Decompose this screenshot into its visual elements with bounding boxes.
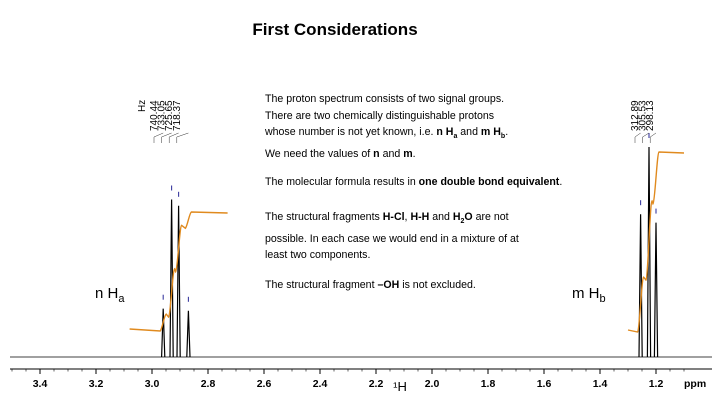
integral-curves (129, 151, 685, 333)
paragraph-line: possible. In each case we would end in a… (265, 231, 565, 248)
text-run: and (429, 211, 453, 223)
text-run: The structural fragment (265, 279, 378, 291)
text-run: . (505, 126, 509, 138)
spectrum-peak (653, 222, 659, 358)
text-run: is not excluded. (399, 279, 476, 291)
text-run: O (464, 211, 473, 223)
x-tick-label: 1.4 (593, 378, 608, 390)
label-m-hb-main: m H (572, 285, 600, 302)
paragraph-3: The structural fragments H-Cl, H-H and H… (265, 209, 565, 264)
peak-label-hz: 298.13 (645, 100, 656, 131)
text-run: H-H (410, 211, 430, 223)
spectrum-peak (176, 205, 181, 358)
text-run: whose number is not yet known, i.e. (265, 126, 437, 138)
text-run: n (373, 147, 380, 160)
paragraph-line: least two components. (265, 247, 565, 264)
text-run: b (500, 133, 506, 141)
text-run: . (559, 176, 563, 188)
paragraph-2: The molecular formula results in one dou… (265, 174, 565, 191)
paragraph-4: The structural fragment –OH is not exclu… (265, 277, 565, 294)
text-run: The structural fragments (265, 211, 383, 223)
peak-label-hz: 718.37 (172, 100, 183, 131)
text-run: . (412, 147, 416, 160)
text-run: are not (472, 211, 509, 223)
text-run: 2 (460, 218, 465, 226)
peak-label-leader (168, 132, 179, 143)
text-run: We need the values of (265, 147, 374, 160)
x-tick-label: 2.4 (313, 378, 328, 390)
x-tick-label: 3.4 (33, 378, 48, 390)
text-run: and (379, 147, 404, 160)
text-run: possible. In each case we would end in a… (265, 232, 519, 245)
peak-label-hz: 312.89 (630, 100, 641, 131)
text-run: , (404, 211, 411, 223)
label-m-hb: m Hb (572, 285, 606, 305)
paragraph-line: The molecular formula results in one dou… (265, 174, 565, 191)
text-run: m (403, 147, 413, 160)
text-run: –OH (377, 279, 400, 291)
peak-label-leader (153, 132, 164, 143)
x-tick-label: 2.6 (257, 378, 272, 390)
paragraph-line: The structural fragment –OH is not exclu… (265, 277, 565, 294)
text-run: The molecular formula results in (265, 176, 419, 188)
paragraph-line: The structural fragments H-Cl, H-H and H… (265, 209, 565, 231)
peak-label-leader (642, 132, 650, 143)
slide-title: First Considerations (252, 20, 418, 39)
spectrum-trace (10, 133, 712, 358)
peak-label-leader (176, 132, 189, 143)
x-axis-label: ¹H (393, 379, 407, 394)
peak-label-hz: 725.65 (164, 100, 175, 131)
text-run: and (457, 126, 481, 138)
peak-label-leader (649, 132, 657, 143)
text-run: H (452, 211, 461, 223)
x-tick-label: 3.0 (145, 378, 160, 390)
integral-curve (627, 151, 685, 333)
integral-curve (129, 211, 228, 332)
peak-label-leader (634, 132, 641, 143)
paragraph-line: whose number is not yet known, i.e. n Ha… (265, 124, 565, 146)
text-run: The proton spectrum consists of two sign… (265, 93, 505, 105)
label-n-ha-main: n H (95, 285, 119, 302)
spectrum-peak (186, 310, 191, 358)
label-m-hb-sub: b (599, 293, 606, 305)
peak-label-hz: 305.53 (638, 100, 649, 131)
text-run: H-Cl (382, 211, 405, 223)
x-tick-label: 1.6 (537, 378, 552, 390)
label-n-ha: n Ha (95, 285, 124, 305)
spectrum-peak (161, 308, 166, 358)
x-tick-label: 1.8 (481, 378, 496, 390)
x-tick-label: 2.0 (425, 378, 440, 390)
x-tick-label: 2.2 (369, 378, 384, 390)
peak-label-leader (161, 132, 172, 143)
x-tick-label: 2.8 (201, 378, 216, 390)
paragraph-line: We need the values of n and m. (265, 146, 565, 163)
spectrum-peak (646, 146, 652, 358)
peak-label-hz: 733.05 (157, 100, 168, 131)
label-n-ha-sub: a (118, 293, 125, 305)
text-run: m H (480, 126, 501, 138)
text-run: one double bond equivalent (418, 176, 560, 188)
paragraph-line: The proton spectrum consists of two sign… (265, 91, 565, 108)
x-axis: 3.4 3.2 3.0 2.8 2.6 2.4 2.2 2.0 1.8 1.6 1.4 1.2 ppm ¹… (10, 368, 712, 394)
peak-label-unit: Hz (137, 100, 148, 112)
x-tick-label: 3.2 (89, 378, 104, 390)
text-run: There are two chemically distinguishable… (265, 109, 495, 122)
paragraph-1: The proton spectrum consists of two sign… (265, 91, 565, 162)
peak-label-hz: 740.44 (149, 100, 160, 131)
text-run: a (453, 133, 458, 141)
paragraph-line: There are two chemically distinguishable… (265, 108, 565, 125)
x-tick-label: 1.2 (649, 378, 664, 390)
x-axis-unit: ppm (684, 378, 706, 390)
text-run: n H (436, 126, 454, 138)
text-run: least two components. (265, 249, 371, 262)
